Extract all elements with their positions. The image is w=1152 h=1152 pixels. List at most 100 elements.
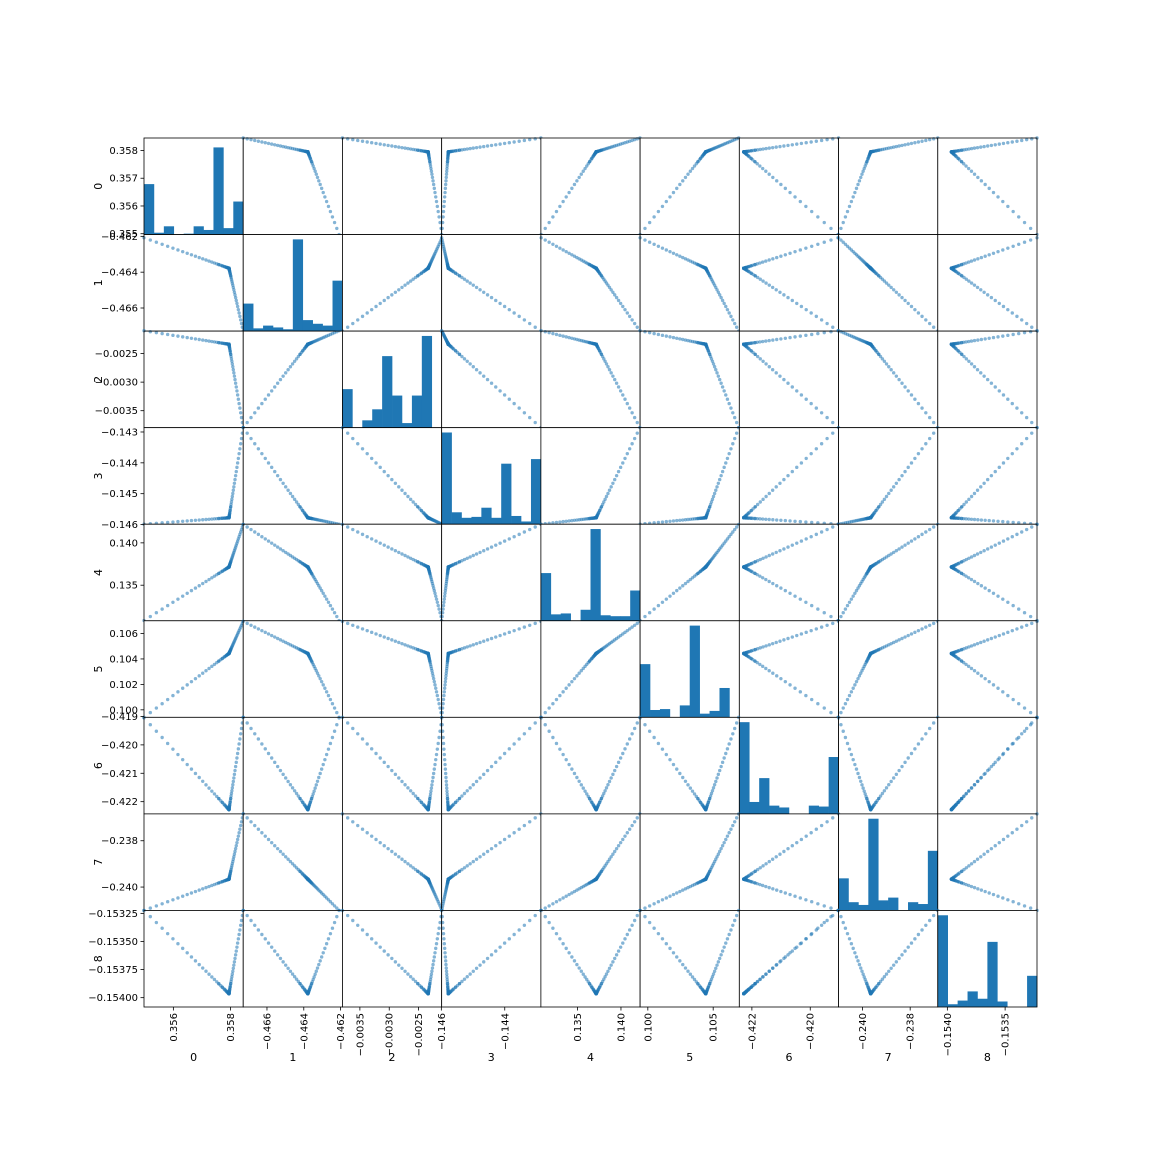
scatter-point: [924, 732, 928, 736]
scatter-point: [603, 789, 607, 793]
scatter-point: [587, 340, 592, 345]
scatter-point: [767, 258, 771, 262]
scatter-point: [408, 556, 413, 560]
scatter-point: [406, 494, 410, 499]
scatter-point: [953, 269, 958, 274]
scatter-point: [733, 820, 737, 824]
scatter-point: [927, 415, 932, 420]
scatter-point: [253, 138, 257, 143]
scatter-point: [647, 330, 652, 335]
scatter-point: [154, 611, 159, 615]
scatter-point: [235, 461, 240, 465]
scatter-point: [324, 752, 329, 757]
scatter-point: [1001, 751, 1006, 756]
scatter-point: [232, 776, 236, 780]
scatter-point: [393, 639, 398, 643]
scatter-point: [528, 415, 532, 420]
scatter-point: [444, 775, 448, 780]
scatter-point: [786, 295, 790, 300]
scatter-point: [290, 362, 295, 366]
scatter-point: [843, 215, 848, 219]
scatter-point: [365, 140, 369, 144]
scatter-point: [822, 240, 826, 244]
scatter-point: [729, 532, 733, 537]
scatter-point: [528, 623, 532, 627]
scatter-point: [959, 560, 964, 564]
scatter-point: [967, 556, 971, 560]
scatter-point: [996, 594, 1000, 598]
scatter-point: [512, 311, 516, 315]
scatter-point: [434, 199, 439, 204]
scatter-point: [707, 352, 712, 356]
scatter-point: [561, 896, 565, 900]
scatter-point: [1011, 697, 1015, 702]
scatter-point: [956, 516, 960, 520]
scatter-point: [457, 796, 462, 801]
scatter-point: [313, 169, 317, 173]
scatter-point: [554, 900, 559, 904]
scatter-point: [440, 710, 444, 715]
scatter-point: [613, 849, 617, 854]
scatter-point: [249, 623, 253, 627]
scatter-point: [397, 776, 401, 780]
histogram-bar: [382, 356, 393, 428]
scatter-point: [233, 849, 237, 854]
scatter-point: [471, 859, 475, 864]
scatter-point: [972, 146, 977, 150]
scatter-point: [326, 747, 331, 751]
scatter-point: [698, 516, 703, 520]
scatter-point: [223, 341, 227, 346]
scatter-point: [621, 751, 625, 756]
cell-background: [640, 813, 740, 911]
scatter-point: [877, 148, 881, 152]
scatter-point: [767, 365, 771, 369]
scatter-point: [386, 846, 390, 851]
scatter-point: [924, 318, 928, 322]
scatter-point: [972, 553, 977, 558]
cell-2-7: [836, 329, 940, 430]
scatter-point: [154, 729, 159, 733]
cell-6-1: [241, 715, 343, 815]
scatter-point: [959, 352, 964, 356]
scatter-point: [843, 607, 848, 611]
scatter-point: [786, 636, 790, 641]
scatter-point: [485, 849, 490, 854]
scatter-point: [283, 855, 288, 859]
scatter-point: [625, 831, 629, 835]
scatter-point: [972, 283, 977, 287]
scatter-point: [716, 374, 721, 378]
scatter-point: [884, 494, 889, 499]
cell-1-6: [738, 234, 841, 333]
scatter-point: [397, 485, 401, 489]
scatter-point: [706, 271, 711, 275]
scatter-point: [433, 190, 437, 195]
scatter-point: [374, 141, 378, 146]
cell-3-1: [241, 425, 343, 526]
scatter-point: [390, 293, 394, 297]
scatter-point: [300, 508, 305, 513]
scatter-point: [419, 149, 424, 153]
scatter-point: [916, 401, 921, 406]
scatter-point: [788, 683, 792, 687]
scatter-point: [829, 238, 833, 242]
scatter-point: [618, 465, 623, 470]
scatter-point: [478, 640, 482, 645]
scatter-point: [286, 552, 290, 556]
scatter-point: [975, 779, 980, 784]
scatter-point: [734, 325, 739, 329]
scatter-point: [485, 547, 490, 551]
scatter-point: [779, 254, 783, 258]
cell-5-3: [439, 619, 543, 720]
scatter-point: [228, 869, 233, 874]
scatter-point: [660, 898, 665, 902]
scatter-point: [443, 186, 448, 191]
scatter-point: [906, 633, 910, 638]
scatter-point: [443, 190, 447, 195]
scatter-point: [979, 674, 984, 678]
scatter-point: [729, 406, 733, 410]
scatter-point: [356, 442, 360, 446]
histogram-bar: [600, 615, 611, 621]
scatter-point: [235, 837, 240, 842]
scatter-point: [913, 456, 917, 461]
scatter-point: [454, 561, 458, 566]
